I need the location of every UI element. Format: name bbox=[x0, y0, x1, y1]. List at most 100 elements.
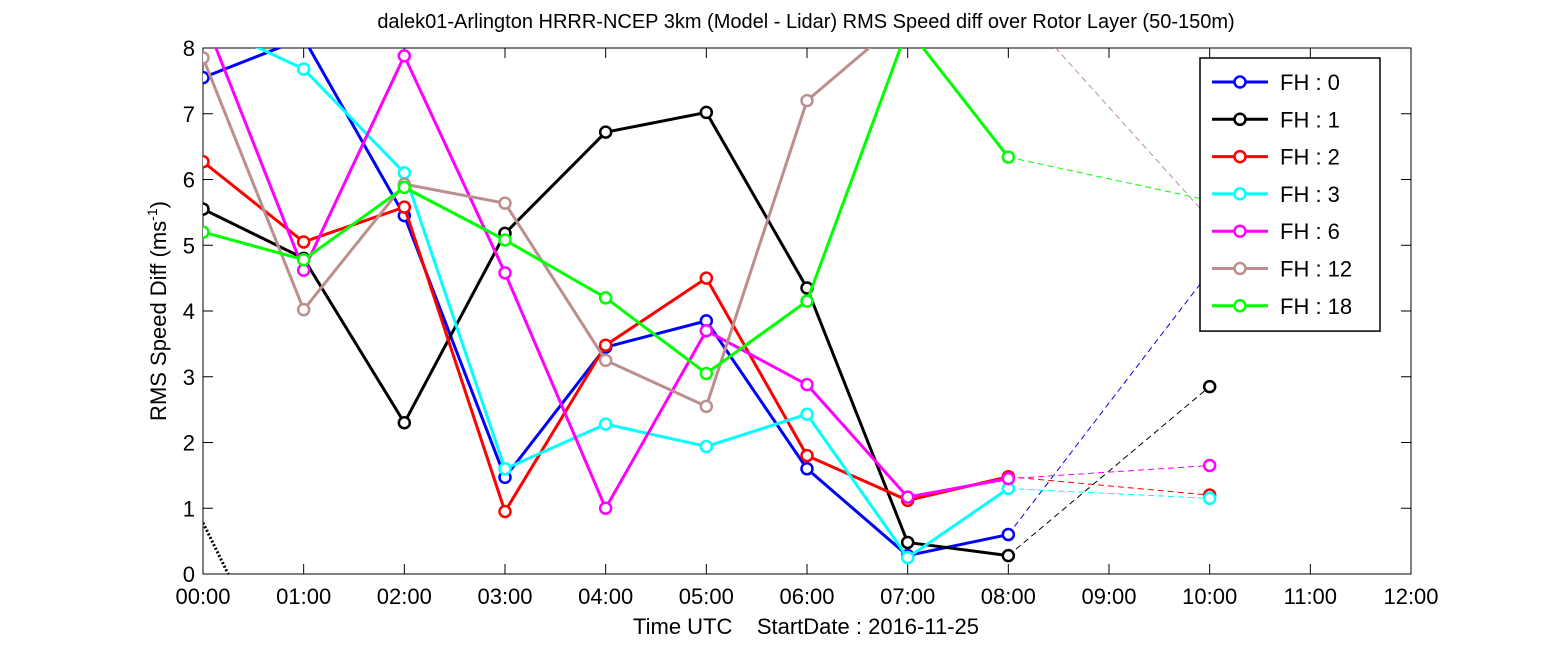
data-point bbox=[296, 302, 311, 317]
data-point bbox=[598, 501, 613, 515]
data-point bbox=[203, 51, 210, 65]
y-tick-label: 2 bbox=[183, 431, 195, 456]
y-tick-label: 6 bbox=[183, 168, 195, 193]
data-point bbox=[1202, 458, 1217, 473]
data-point bbox=[900, 550, 915, 565]
x-tick-label: 01:00 bbox=[276, 584, 331, 609]
data-point bbox=[598, 338, 613, 352]
y-tick-label: 7 bbox=[183, 102, 195, 127]
y-axis-label-main: RMS Speed Diff (ms bbox=[146, 221, 171, 421]
data-point bbox=[1202, 379, 1217, 394]
data-point bbox=[296, 252, 311, 267]
data-point bbox=[397, 200, 412, 214]
data-point bbox=[296, 62, 311, 76]
data-point bbox=[800, 294, 814, 308]
data-point bbox=[203, 70, 210, 85]
data-point bbox=[198, 16, 209, 27]
x-tick-label: 09:00 bbox=[1081, 584, 1136, 609]
x-tick-label: 08:00 bbox=[981, 584, 1036, 609]
x-tick-label: 07:00 bbox=[880, 584, 935, 609]
data-point bbox=[1001, 527, 1016, 542]
data-point bbox=[598, 291, 613, 305]
data-point bbox=[1001, 471, 1016, 486]
y-axis-label-close: ) bbox=[146, 201, 171, 208]
series-gap-line bbox=[1008, 465, 1210, 480]
data-point bbox=[296, 235, 311, 249]
series-gap-line bbox=[1007, 271, 1211, 535]
y-axis-label-unit-exponent: -1 bbox=[144, 208, 160, 221]
y-tick-label: 3 bbox=[183, 365, 195, 390]
x-axis-label: Time UTC StartDate : 2016-11-25 bbox=[633, 614, 979, 639]
data-point bbox=[1001, 150, 1016, 164]
data-point bbox=[298, 33, 309, 44]
series-gap-line bbox=[1008, 386, 1210, 556]
data-point bbox=[699, 366, 714, 381]
data-point bbox=[800, 377, 814, 392]
y-axis: 0 1 2 3 4 5 6 7 8 bbox=[183, 36, 1411, 587]
legend-item: FH : 18 bbox=[1212, 294, 1352, 319]
series-gap-line bbox=[1055, 48, 1211, 220]
series-fh-4 bbox=[198, 10, 1217, 515]
legend-item: FH : 2 bbox=[1212, 145, 1340, 170]
series-layer bbox=[198, 0, 1217, 574]
data-point bbox=[203, 225, 210, 239]
data-point bbox=[1202, 491, 1217, 506]
data-point bbox=[397, 416, 412, 430]
data-point bbox=[900, 535, 915, 550]
data-point bbox=[498, 266, 512, 280]
data-point bbox=[498, 196, 512, 210]
legend-label: FH : 2 bbox=[1280, 145, 1340, 170]
legend-marker bbox=[1233, 187, 1247, 201]
legend-item: FH : 6 bbox=[1212, 219, 1340, 244]
data-point bbox=[1003, 0, 1014, 1]
reference-curve bbox=[203, 522, 230, 574]
data-point bbox=[699, 105, 714, 120]
x-tick-label: 03:00 bbox=[477, 584, 532, 609]
data-point bbox=[397, 49, 412, 63]
legend-marker bbox=[1233, 75, 1247, 89]
legend-label: FH : 6 bbox=[1280, 219, 1340, 244]
data-point bbox=[198, 10, 209, 21]
x-axis: 00:00 01:00 02:00 03:00 04:00 05:00 06:00 07:00… bbox=[175, 48, 1439, 609]
x-tick-label: 10:00 bbox=[1182, 584, 1237, 609]
data-point bbox=[498, 504, 512, 519]
legend-marker bbox=[1233, 149, 1247, 164]
legend-label: FH : 3 bbox=[1280, 182, 1340, 207]
legend-marker bbox=[1233, 112, 1247, 127]
legend-item: FH : 0 bbox=[1212, 70, 1340, 95]
data-point bbox=[397, 166, 412, 180]
legend-marker bbox=[1233, 261, 1247, 276]
data-point bbox=[900, 490, 915, 504]
y-tick-label: 1 bbox=[183, 496, 195, 521]
legend: FH : 0 FH : 1 FH : 2 FH : 3 FH : 6 FH : 12 FH … bbox=[1199, 57, 1381, 332]
data-point bbox=[203, 154, 210, 169]
legend-item: FH : 1 bbox=[1212, 107, 1340, 132]
y-axis-label: RMS Speed Diff (ms-1) bbox=[144, 201, 171, 421]
x-tick-label: 06:00 bbox=[779, 584, 834, 609]
series-fh-3 bbox=[198, 16, 1217, 565]
y-tick-label: 4 bbox=[183, 299, 195, 324]
y-tick-label: 5 bbox=[183, 233, 195, 258]
series-gap-line bbox=[1008, 488, 1210, 499]
x-tick-label: 12:00 bbox=[1383, 584, 1438, 609]
series-gap-line bbox=[1008, 476, 1210, 496]
data-point bbox=[598, 353, 613, 368]
legend-marker bbox=[1233, 299, 1247, 313]
chart-title: dalek01-Arlington HRRR-NCEP 3km (Model -… bbox=[377, 11, 1234, 33]
y-tick-label: 8 bbox=[183, 36, 195, 61]
data-point bbox=[598, 417, 613, 431]
series-gap-line bbox=[1008, 156, 1210, 202]
x-tick-label: 11:00 bbox=[1284, 584, 1337, 609]
legend-item: FH : 3 bbox=[1212, 182, 1340, 207]
data-point bbox=[800, 462, 814, 476]
data-point bbox=[598, 125, 613, 139]
data-point bbox=[699, 323, 714, 338]
x-tick-label: 05:00 bbox=[679, 584, 734, 609]
data-point bbox=[699, 399, 714, 414]
y-tick-label: 0 bbox=[183, 562, 195, 587]
legend-label: FH : 18 bbox=[1280, 294, 1352, 319]
data-point bbox=[699, 439, 714, 454]
data-point bbox=[800, 407, 814, 421]
legend-label: FH : 12 bbox=[1280, 257, 1352, 282]
